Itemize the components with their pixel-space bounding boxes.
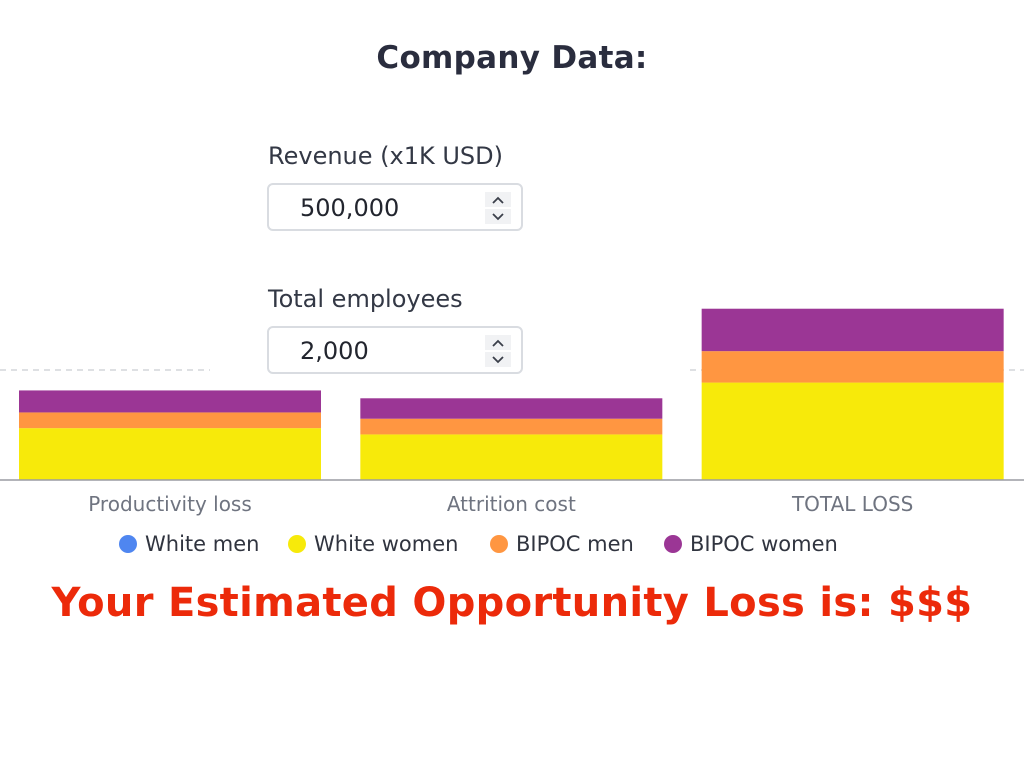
revenue-value[interactable]: 500,000 — [300, 194, 400, 222]
employees-stepper[interactable] — [485, 335, 511, 367]
chevron-down-icon[interactable] — [485, 352, 511, 367]
legend-swatch — [119, 535, 137, 553]
bar-3-segment-3 — [701, 351, 1004, 383]
x-tick-label: Attrition cost — [447, 492, 576, 516]
bar-2-segment-4 — [360, 398, 663, 419]
employees-input[interactable]: 2,000 — [267, 326, 523, 374]
estimated-loss-text: Your Estimated Opportunity Loss is: $$$ — [51, 580, 973, 626]
bar-1-segment-3 — [19, 412, 321, 429]
legend-label: BIPOC men — [516, 532, 634, 556]
employees-label: Total employees — [268, 285, 463, 313]
bar-1-segment-2 — [19, 428, 321, 480]
bar-2-segment-3 — [360, 418, 663, 435]
employees-value[interactable]: 2,000 — [300, 337, 369, 365]
page-title: Company Data: — [376, 40, 648, 76]
legend-swatch — [490, 535, 508, 553]
bar-2-segment-2 — [360, 434, 663, 480]
legend-label: BIPOC women — [690, 532, 838, 556]
chevron-up-icon[interactable] — [485, 335, 511, 350]
legend-swatch — [288, 535, 306, 553]
revenue-label: Revenue (x1K USD) — [268, 142, 503, 170]
legend-swatch — [664, 535, 682, 553]
bar-3-segment-4 — [701, 308, 1004, 352]
legend-label: White men — [145, 532, 259, 556]
bar-3-segment-2 — [701, 382, 1004, 480]
revenue-input[interactable]: 500,000 — [267, 183, 523, 231]
chevron-down-icon[interactable] — [485, 209, 511, 224]
x-tick-label: TOTAL LOSS — [791, 492, 913, 516]
legend-label: White women — [314, 532, 458, 556]
x-tick-label: Productivity loss — [88, 492, 252, 516]
revenue-stepper[interactable] — [485, 192, 511, 224]
bar-1-segment-4 — [19, 390, 321, 413]
chevron-up-icon[interactable] — [485, 192, 511, 207]
